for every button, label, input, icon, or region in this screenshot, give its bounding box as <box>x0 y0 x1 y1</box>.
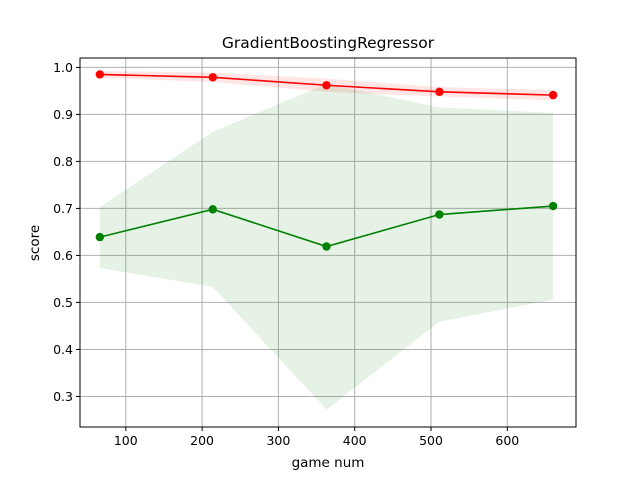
chart-title: GradientBoostingRegressor <box>222 34 435 52</box>
y-axis-label: score <box>27 225 43 261</box>
plot-area-frame <box>79 57 577 428</box>
training-point <box>322 81 331 90</box>
axis-ticks: 100 200 300 400 500 600 0.3 0.4 0.5 0.6 0.7 0.8 0.9 1… <box>53 60 519 448</box>
x-tick-label: 500 <box>419 433 443 448</box>
series-markers <box>95 70 558 251</box>
training-point <box>548 90 558 100</box>
y-tick-label: 0.5 <box>53 295 73 310</box>
training-point <box>95 70 105 79</box>
training-point <box>435 87 444 97</box>
cross_validation-point <box>95 232 105 242</box>
x-tick-label: 100 <box>114 433 138 448</box>
y-tick-label: 0.7 <box>53 201 73 216</box>
grid <box>80 58 576 427</box>
x-axis-label: game num <box>292 455 365 471</box>
cross_validation-point <box>208 205 217 214</box>
cross_validation-point <box>435 210 444 219</box>
y-tick-label: 0.9 <box>53 107 73 122</box>
y-tick-label: 0.4 <box>53 342 73 357</box>
x-tick-label: 600 <box>495 433 519 448</box>
cross_validation-point <box>322 242 331 251</box>
x-tick-label: 200 <box>190 433 214 448</box>
cross_validation-point <box>548 201 558 211</box>
training-point <box>208 73 217 82</box>
x-tick-label: 300 <box>266 433 290 448</box>
y-tick-label: 0.3 <box>53 389 73 404</box>
y-tick-label: 0.8 <box>53 154 73 169</box>
y-tick-label: 1.0 <box>53 60 73 75</box>
y-tick-label: 0.6 <box>53 248 73 263</box>
x-tick-label: 400 <box>343 433 367 448</box>
